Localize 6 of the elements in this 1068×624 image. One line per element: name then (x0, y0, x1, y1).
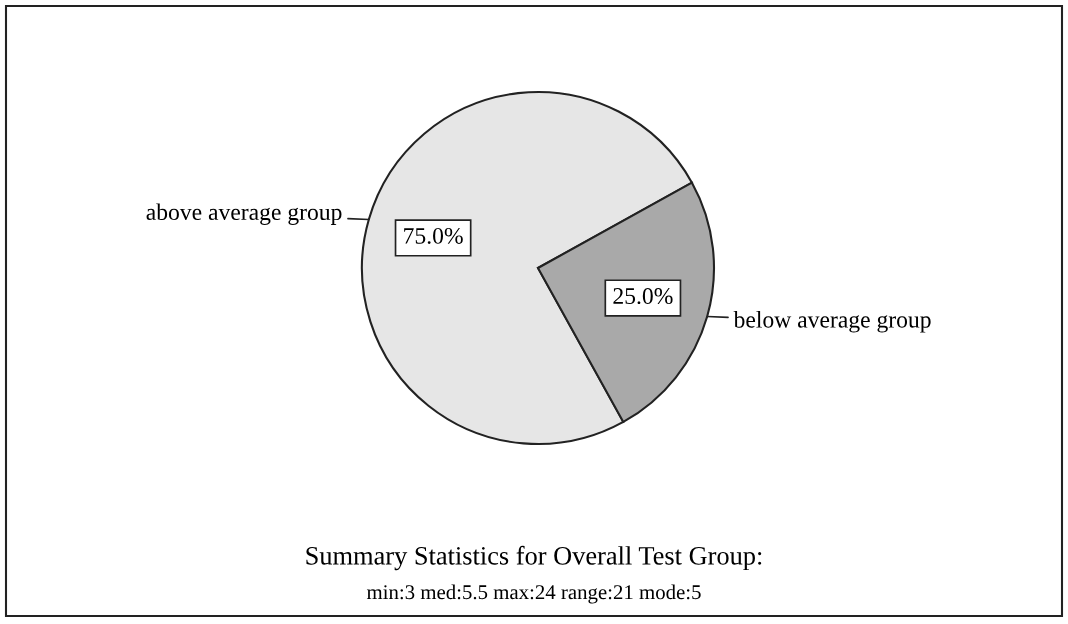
data-label: 25.0% (613, 288, 673, 305)
slice-label: above average group (146, 203, 342, 225)
data-label: 75.0% (404, 227, 463, 244)
text: min:3 med:5.5 max:24 range:21 mode:5 (366, 584, 701, 604)
text: Summary Statistics for Overall Test Group: (306, 545, 762, 571)
slice-label: below average group (733, 311, 931, 333)
